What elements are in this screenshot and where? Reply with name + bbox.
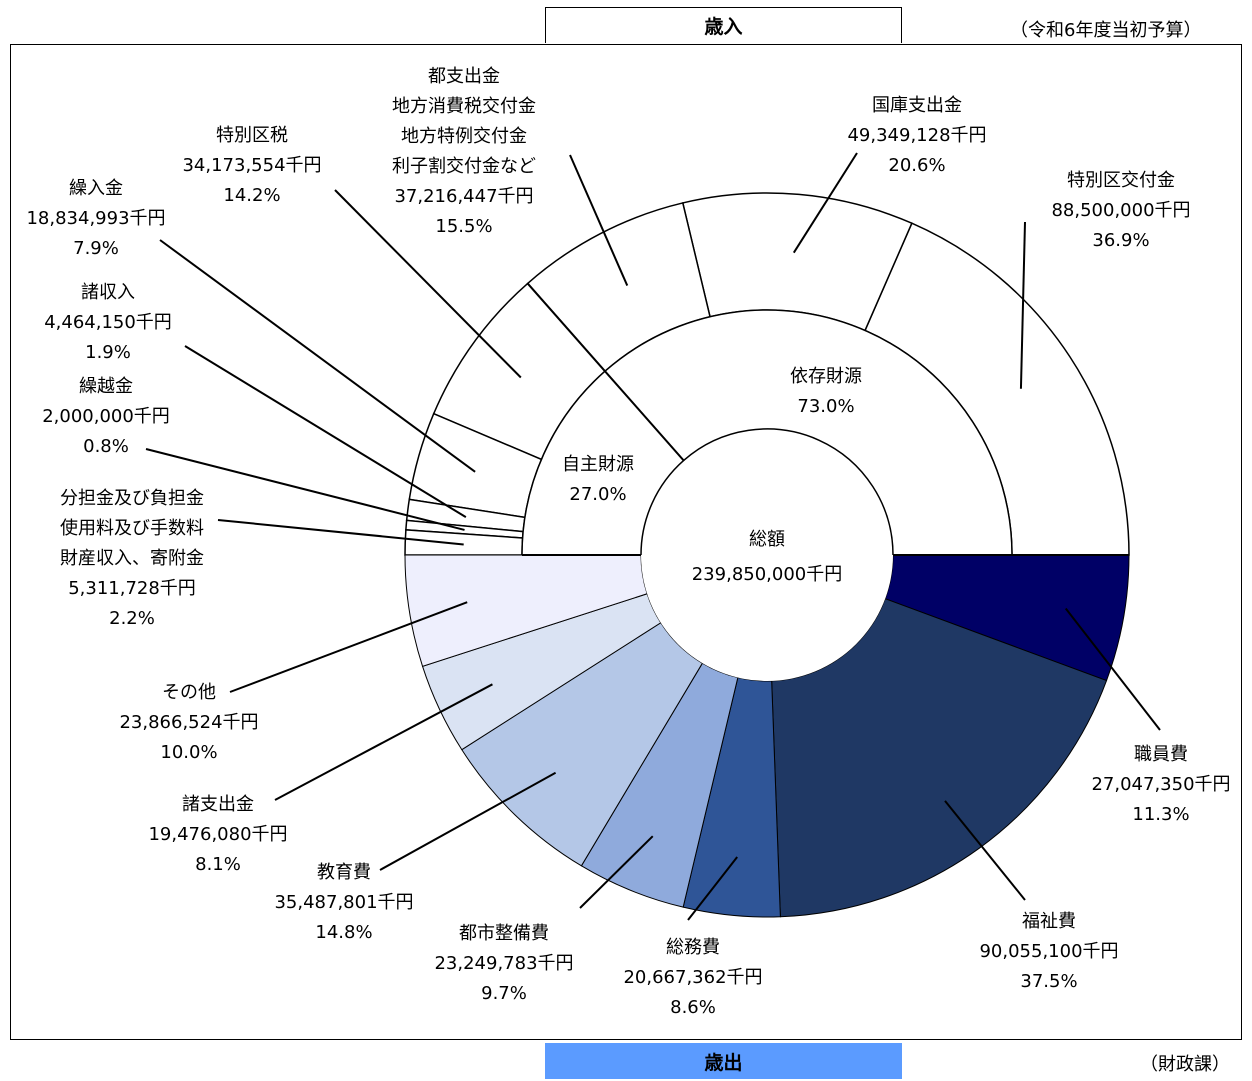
expenditure-leader-line (274, 683, 493, 801)
dependent-revenue-label: 依存財源 73.0% (790, 366, 862, 417)
revenue-boundary-line (526, 282, 685, 462)
revenue-leader-line (334, 189, 522, 379)
revenue-slice-label: 特別区交付金 88,500,000千円 36.9% (1051, 170, 1190, 251)
expenditure-leader-line (229, 601, 468, 693)
revenue-leader-line (792, 152, 858, 254)
revenue-leader-line (184, 345, 467, 519)
total-label: 総額 (749, 529, 785, 550)
expenditure-slice-label: 諸支出金 19,476,080千円 8.1% (148, 794, 287, 875)
revenue-leader-line (159, 239, 476, 473)
expenditure-slice-label: 教育費 35,487,801千円 14.8% (274, 862, 413, 943)
expenditure-slice-label: 職員費 27,047,350千円 11.3% (1091, 744, 1230, 825)
revenue-leader-line (217, 519, 464, 546)
expenditure-leader-line (1064, 607, 1161, 731)
revenue-inner-dependent (603, 309, 1013, 556)
revenue-title: 歳入 (545, 7, 902, 43)
revenue-leader-line (1019, 221, 1026, 389)
chart-frame (10, 44, 1242, 1040)
budget-year-note: （令和6年度当初予算） (1010, 20, 1202, 41)
revenue-slice-label: 都支出金地方消費税交付金地方特例交付金利子割交付金など 37,216,447千円 1… (392, 66, 536, 237)
revenue-slice-label: 特別区税 34,173,554千円 14.2% (182, 125, 321, 206)
expenditure-slice-label: 都市整備費 23,249,783千円 9.7% (434, 923, 573, 1004)
expenditure-leader-line (944, 800, 1026, 901)
expenditure-leader-line (687, 856, 738, 921)
expenditure-title: 歳出 (545, 1043, 902, 1079)
expenditure-slice-label: その他 23,866,524千円 10.0% (119, 682, 258, 763)
revenue-slice-label: 諸収入 4,464,150千円 1.9% (44, 282, 172, 363)
expenditure-slice-label: 福祉費 90,055,100千円 37.5% (979, 911, 1118, 992)
revenue-slice-label: 国庫支出金 49,349,128千円 20.6% (847, 95, 986, 176)
revenue-leader-line (569, 154, 629, 286)
expenditure-leader-line (379, 771, 557, 871)
own-revenue-label: 自主財源 27.0% (562, 454, 634, 505)
revenue-slice-label: 繰入金 18,834,993千円 7.9% (26, 178, 165, 259)
total-value: 239,850,000千円 (692, 564, 843, 585)
center-hole (641, 555, 893, 681)
expenditure-leader-line (579, 835, 654, 909)
revenue-slice-label: 分担金及び負担金使用料及び手数料財産収入、寄附金 5,311,728千円 2.2% (60, 488, 204, 629)
revenue-slice-label: 繰越金 2,000,000千円 0.8% (42, 376, 170, 457)
department-note: （財政課） (1140, 1054, 1230, 1075)
expenditure-slice-label: 総務費 20,667,362千円 8.6% (623, 937, 762, 1018)
revenue-leader-line (145, 448, 465, 531)
